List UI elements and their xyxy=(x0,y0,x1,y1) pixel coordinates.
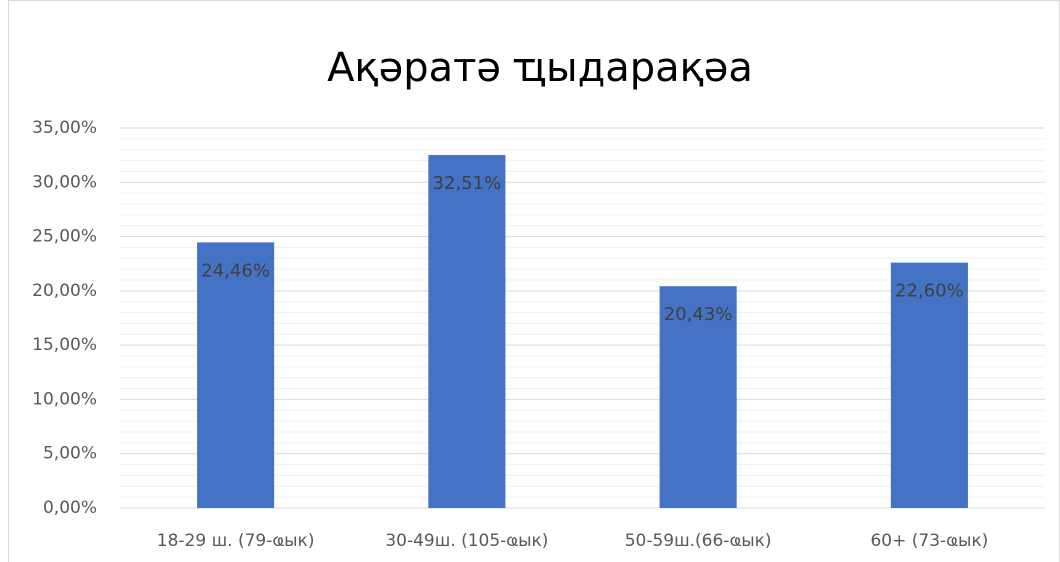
chart-frame xyxy=(8,0,1060,562)
chart-title: Ақәратә ҵыдарақәа xyxy=(327,45,753,91)
data-label: 24,46% xyxy=(201,260,270,281)
y-tick-label: 5,00% xyxy=(43,444,97,464)
y-tick-label: 35,00% xyxy=(32,118,97,138)
x-tick-label: 18-29 ш. (79-ҩык) xyxy=(157,531,315,551)
y-tick-label: 10,00% xyxy=(32,389,97,409)
bar xyxy=(197,242,275,509)
x-tick-label: 30-49ш. (105-ҩык) xyxy=(385,531,548,551)
data-label: 20,43% xyxy=(664,304,733,325)
y-tick-label: 15,00% xyxy=(32,335,97,355)
y-tick-label: 25,00% xyxy=(32,227,97,247)
y-tick-label: 0,00% xyxy=(43,498,97,518)
bar xyxy=(890,262,968,508)
y-tick-label: 20,00% xyxy=(32,281,97,301)
x-tick-label: 60+ (73-ҩык) xyxy=(870,531,988,551)
bar xyxy=(428,155,506,508)
x-tick-label: 50-59ш.(66-ҩык) xyxy=(625,531,772,551)
data-label: 22,60% xyxy=(895,281,964,302)
bar xyxy=(659,286,737,508)
y-tick-label: 30,00% xyxy=(32,172,97,192)
data-label: 32,51% xyxy=(433,173,502,194)
